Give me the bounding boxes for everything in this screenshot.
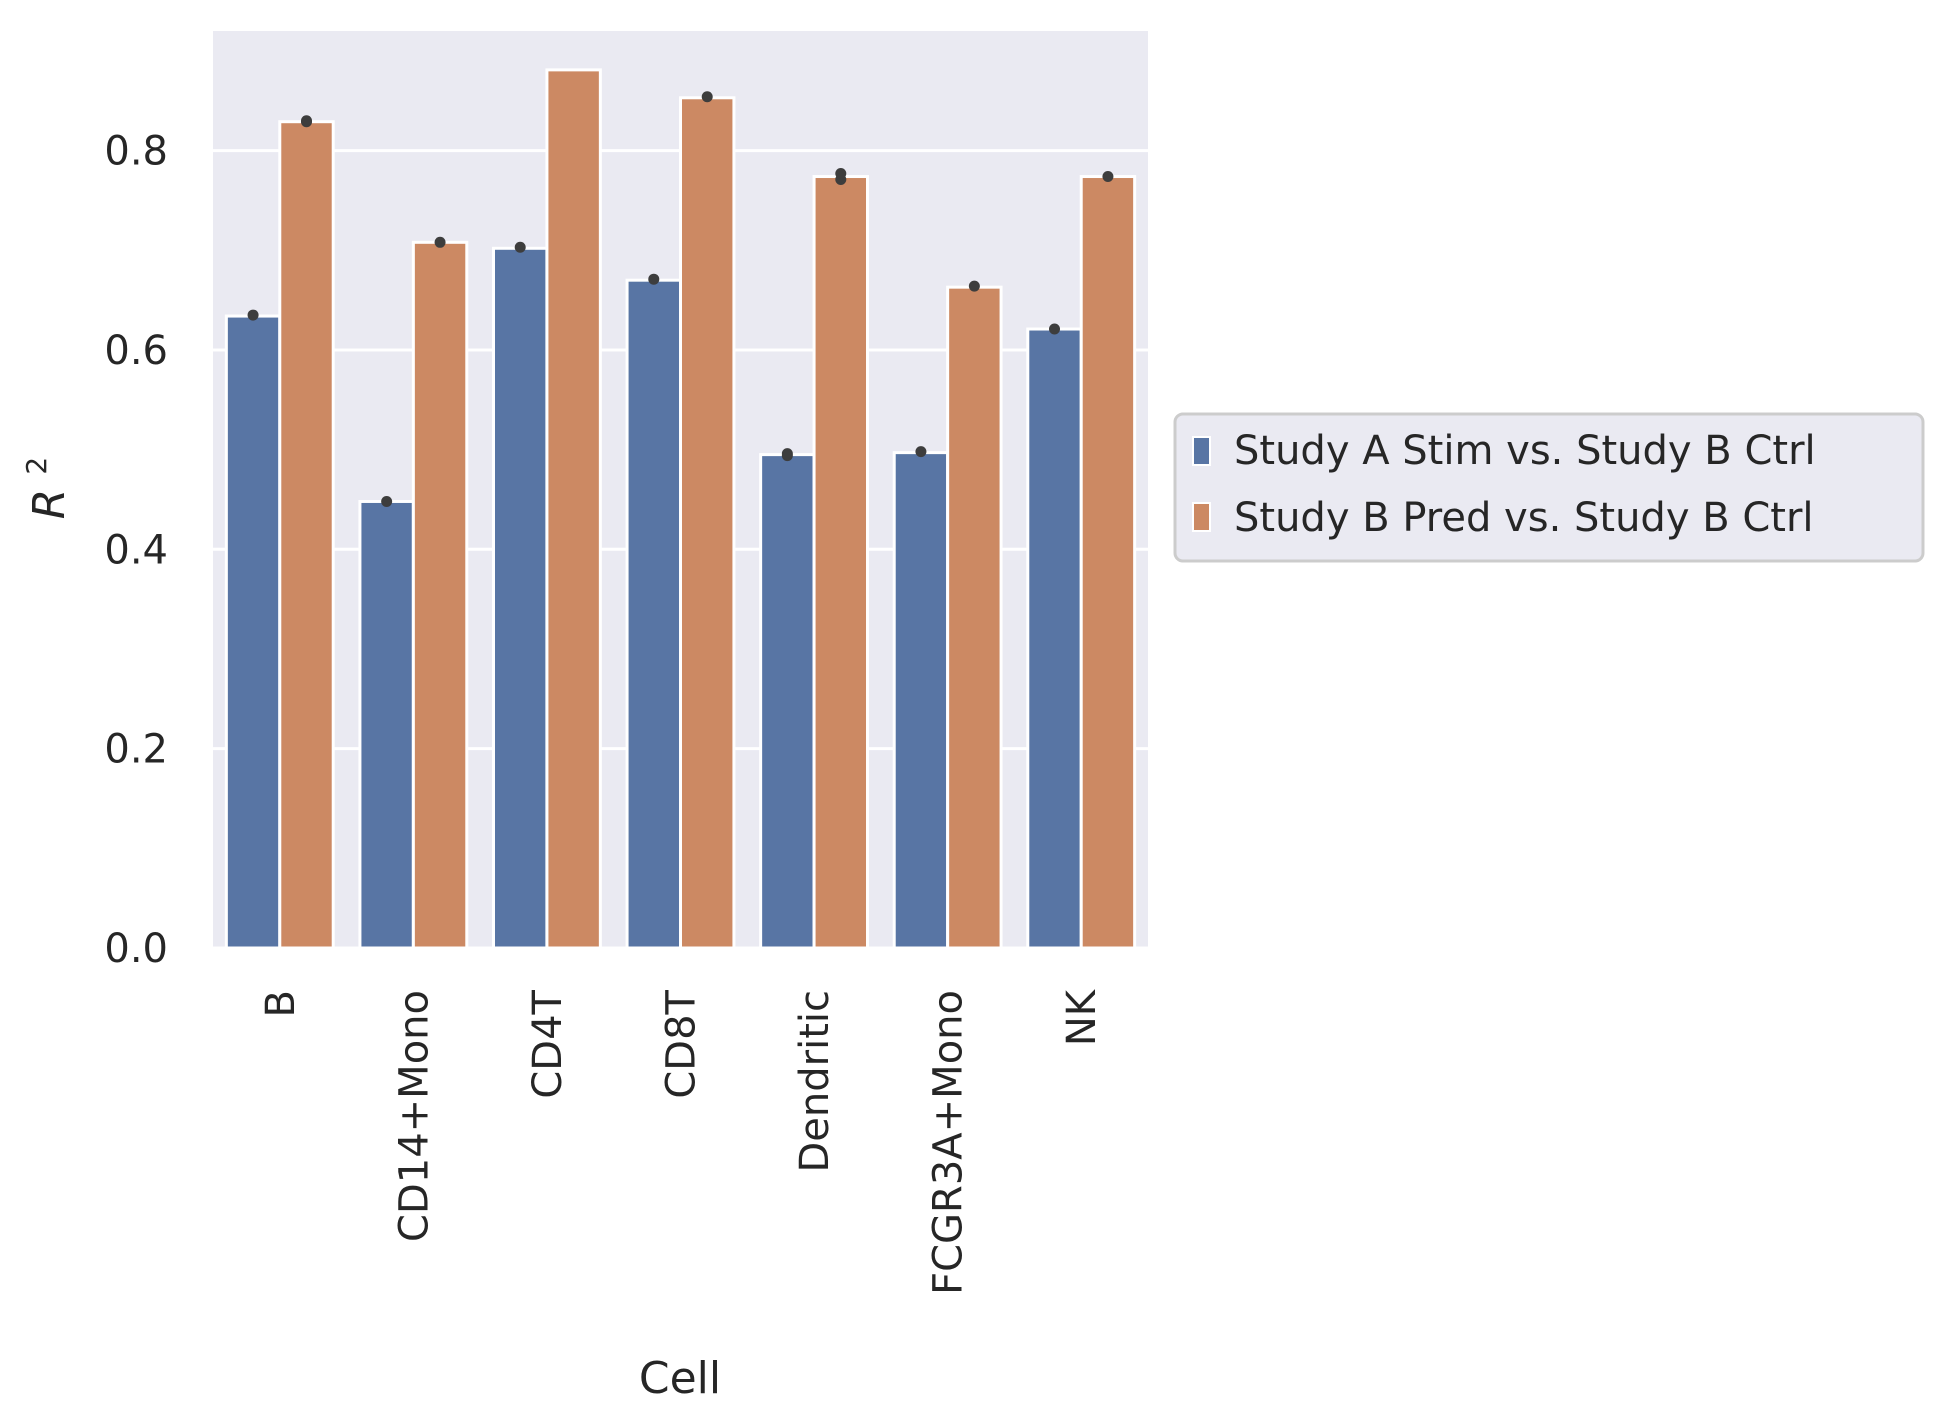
bar-dendritic-series-2 xyxy=(812,175,869,950)
legend-swatch-study-a xyxy=(1192,436,1211,466)
legend-label-study-a: Study A Stim vs. Study B Ctrl xyxy=(1234,428,1816,474)
y-tick-label: 0.2 xyxy=(104,727,168,773)
point-marker xyxy=(648,273,660,285)
svg-text:R 2: R 2 xyxy=(20,457,75,519)
point-marker xyxy=(247,309,259,321)
legend-swatch-study-b xyxy=(1192,502,1211,532)
y-tick-label: 0.6 xyxy=(104,328,168,374)
point-marker xyxy=(381,495,393,507)
x-tick-label: Dendritic xyxy=(792,990,838,1173)
y-axis-title-main: R xyxy=(24,489,75,520)
legend: Study A Stim vs. Study B Ctrl Study B Pr… xyxy=(1173,412,1925,563)
y-tick-label: 0.8 xyxy=(104,129,168,175)
point-markers xyxy=(247,91,1114,507)
bar-b-series-2 xyxy=(278,120,335,950)
y-tick-labels: 0.0 0.2 0.4 0.6 0.8 xyxy=(104,129,168,972)
bar-fcgr3a-mono-series-1 xyxy=(892,451,950,950)
y-axis-title: R 2 xyxy=(20,457,75,519)
bar-cd8t-series-1 xyxy=(625,278,682,950)
point-marker xyxy=(781,448,793,460)
bar-fcgr3a-mono-series-2 xyxy=(946,285,1003,950)
y-axis-title-superscript: 2 xyxy=(20,457,53,475)
point-marker xyxy=(915,446,927,458)
x-tick-label: CD8T xyxy=(659,989,705,1098)
y-tick-label: 0.0 xyxy=(104,926,168,972)
bar-cd8t-series-2 xyxy=(679,96,736,950)
point-marker xyxy=(968,280,980,292)
x-tick-label: FCGR3A+Mono xyxy=(926,990,972,1295)
point-marker xyxy=(835,168,847,180)
x-tick-labels: B CD14+Mono CD4T CD8T Dendritic FCGR3A+Mono NK xyxy=(258,988,1105,1295)
bar-cd4t-series-2 xyxy=(545,68,602,950)
x-tick-label: NK xyxy=(1059,988,1105,1046)
legend-label-study-b: Study B Pred vs. Study B Ctrl xyxy=(1234,495,1814,541)
x-tick-label: CD4T xyxy=(525,989,571,1098)
bar-b-series-1 xyxy=(224,314,282,950)
point-marker xyxy=(701,91,713,103)
bars xyxy=(224,68,1137,950)
point-marker xyxy=(1049,323,1060,335)
point-marker xyxy=(1102,171,1114,183)
bar-nk-series-2 xyxy=(1079,175,1137,950)
bar-dendritic-series-1 xyxy=(759,453,816,950)
bar-cd14-mono-series-1 xyxy=(358,499,415,950)
point-marker xyxy=(514,241,526,253)
point-marker xyxy=(301,115,312,127)
bar-cd14-mono-series-2 xyxy=(411,240,469,950)
bar-cd4t-series-1 xyxy=(492,246,549,950)
bar-nk-series-1 xyxy=(1026,327,1083,950)
point-marker xyxy=(434,236,446,248)
x-axis-title: Cell xyxy=(639,1353,721,1404)
x-tick-label: CD14+Mono xyxy=(391,990,437,1242)
x-tick-label: B xyxy=(258,990,304,1017)
y-tick-label: 0.4 xyxy=(104,527,168,573)
legend-frame xyxy=(1173,412,1925,563)
